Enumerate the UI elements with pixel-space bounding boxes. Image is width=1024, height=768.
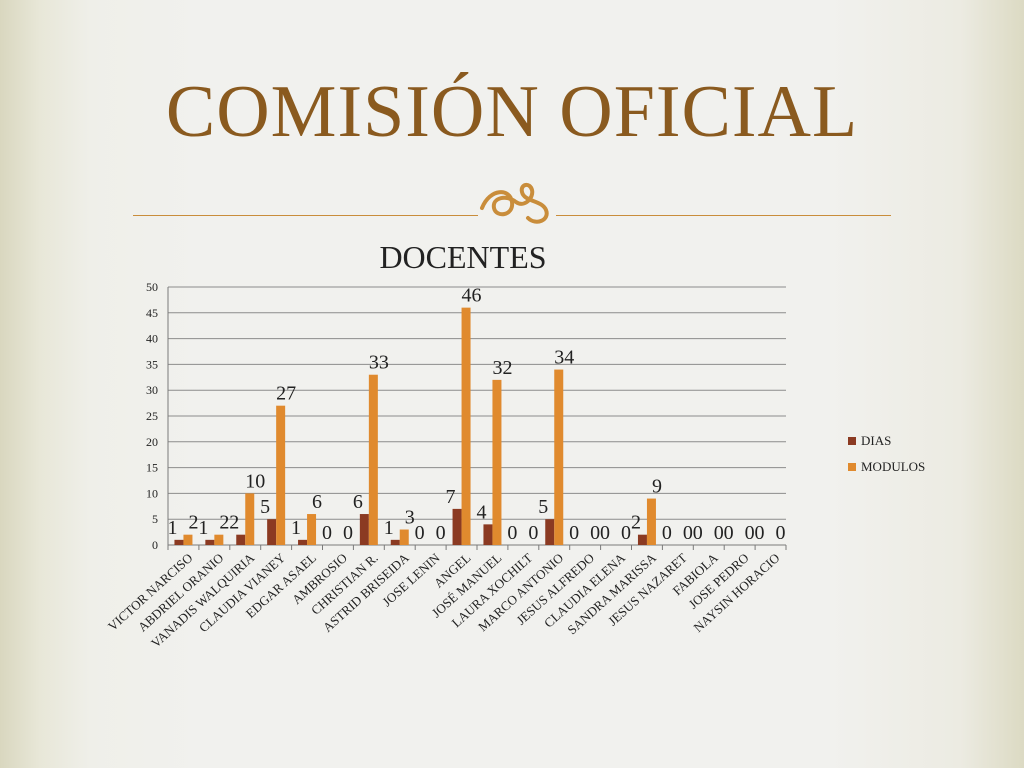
bar-dias [452,508,462,545]
bar-modulos [368,374,378,545]
bar-modulos [399,529,409,545]
slide-title: COMISIÓN OFICIAL [165,71,859,153]
y-tick-label: 25 [146,409,158,423]
bar-dias [298,539,308,545]
data-label-dias: 7 [446,486,456,508]
data-label-modulos: 34 [554,347,574,369]
data-label-modulos: 2 [188,512,198,534]
data-label-modulos: 27 [276,383,296,405]
data-label-dias: 0 [507,522,517,544]
data-label-dias: 0 [693,522,703,544]
data-label-dias: 0 [724,522,734,544]
bar-dias [483,524,493,545]
bar-modulos [183,534,193,545]
bar-modulos [214,534,224,545]
bar-modulos [276,405,286,545]
legend-label-dias: DIAS [861,433,891,448]
bar-modulos [492,379,502,545]
bar-dias [174,539,184,545]
bar-dias [236,534,246,545]
bar-modulos [554,369,564,545]
data-label-dias: 0 [322,522,332,544]
y-tick-label: 10 [146,486,158,500]
decorative-flourish-icon [480,183,549,224]
data-label-modulos: 0 [528,522,538,544]
legend: DIAS MODULOS [848,433,925,474]
data-label-modulos: 10 [245,470,265,492]
data-label-dias: 1 [198,517,208,539]
y-tick-label: 40 [146,332,158,346]
data-label-dias: 0 [755,522,765,544]
data-label-modulos: 9 [652,476,662,498]
data-label-dias: 4 [476,501,486,523]
data-label-dias: 2 [229,512,239,534]
bar-dias [267,519,277,545]
chart-title: DOCENTES [379,239,546,275]
data-label-dias: 0 [662,522,672,544]
ornament-line-right [556,215,891,216]
data-label-modulos: 2 [219,512,229,534]
y-tick-label: 50 [146,280,158,294]
bar-modulos [646,498,656,545]
y-tick-label: 0 [152,538,158,552]
data-label-dias: 1 [167,517,177,539]
bar-dias [359,514,369,545]
bar-dias [545,519,555,545]
bar-modulos [461,307,471,545]
bar-dias [390,539,400,545]
data-label-modulos: 32 [492,357,512,379]
data-label-modulos: 0 [714,522,724,544]
data-label-dias: 0 [569,522,579,544]
data-label-modulos: 0 [776,522,786,544]
data-label-modulos: 0 [745,522,755,544]
data-label-dias: 1 [384,517,394,539]
data-label-modulos: 0 [683,522,693,544]
data-label-dias: 5 [538,496,548,518]
data-label-modulos: 3 [405,507,415,529]
data-label-modulos: 33 [369,352,389,374]
y-tick-label: 15 [146,461,158,475]
legend-swatch-modulos [848,463,856,471]
data-label-dias: 1 [291,517,301,539]
bars-layer [174,307,656,545]
data-label-modulos: 46 [462,285,482,307]
legend-swatch-dias [848,437,856,445]
data-label-dias: 0 [415,522,425,544]
bar-dias [205,539,215,545]
bar-dias [637,534,647,545]
data-label-modulos: 0 [436,522,446,544]
y-tick-label: 20 [146,435,158,449]
data-label-modulos: 0 [621,522,631,544]
data-label-dias: 0 [600,522,610,544]
ornament-line-left [133,215,478,216]
data-label-dias: 2 [631,512,641,534]
data-label-modulos: 0 [590,522,600,544]
y-tick-label: 45 [146,306,158,320]
data-label-dias: 6 [353,491,363,513]
bar-modulos [245,493,255,545]
data-label-modulos: 6 [312,491,322,513]
y-tick-label: 35 [146,357,158,371]
bar-modulos [307,514,317,545]
y-tick-label: 5 [152,512,158,526]
data-label-dias: 5 [260,496,270,518]
y-tick-label: 30 [146,383,158,397]
data-label-modulos: 0 [343,522,353,544]
legend-label-modulos: MODULOS [861,459,925,474]
